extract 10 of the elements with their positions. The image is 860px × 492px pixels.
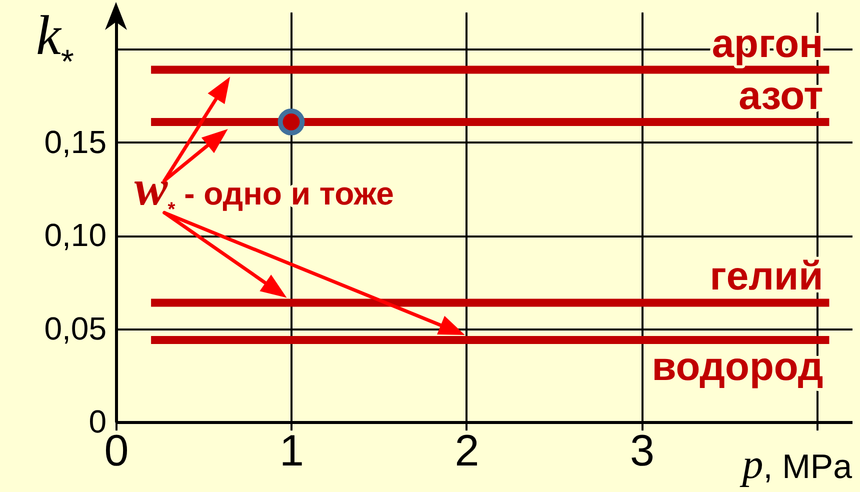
x-tick-label: 3 (630, 426, 654, 476)
y-axis-title: k$_{*}$ (36, 5, 74, 80)
x-tick-label: 1 (279, 426, 304, 476)
y-tick-label: 0 (88, 404, 106, 440)
x-tick-label: 2 (454, 426, 480, 476)
y-tick-label: 0,10 (44, 217, 106, 254)
annotation: w$_{*}$ - одно и тоже (134, 160, 394, 220)
x-axis-title: p, MPa (739, 442, 852, 488)
y-tick-label: 0,05 (44, 310, 106, 346)
y-tick-label: 0,15 (44, 124, 106, 160)
